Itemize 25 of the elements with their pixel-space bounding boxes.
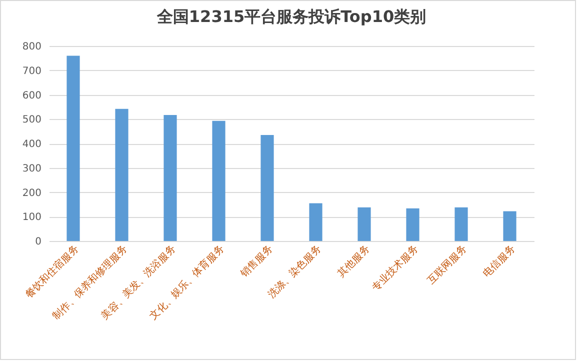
x-tick-label: 互联网服务	[425, 242, 470, 287]
x-tick-label: 电信服务	[480, 242, 518, 280]
bar	[164, 114, 177, 241]
bar	[260, 134, 274, 241]
bar	[212, 120, 226, 241]
y-tick-label: 0	[35, 236, 42, 248]
y-tick-label: 400	[22, 139, 42, 150]
bar	[406, 208, 420, 241]
y-tick-label: 200	[22, 188, 42, 199]
bar	[454, 207, 468, 241]
bar	[358, 207, 371, 241]
y-tick-label: 600	[22, 90, 42, 102]
bar	[309, 203, 322, 241]
y-tick-label: 700	[22, 66, 42, 77]
x-tick-label: 其他服务	[335, 242, 372, 280]
x-tick-label: 销售服务	[238, 242, 276, 280]
bar	[115, 108, 128, 241]
y-tick-label: 800	[22, 42, 42, 52]
x-tick-label: 专业技术服务	[370, 242, 421, 294]
y-tick-label: 100	[22, 212, 42, 224]
chart-title: 全国12315平台服务投诉Top10类别	[156, 7, 426, 26]
y-tick-label: 300	[22, 163, 42, 174]
bar	[503, 211, 516, 241]
y-tick-label: 500	[22, 114, 42, 126]
bar	[66, 56, 80, 241]
